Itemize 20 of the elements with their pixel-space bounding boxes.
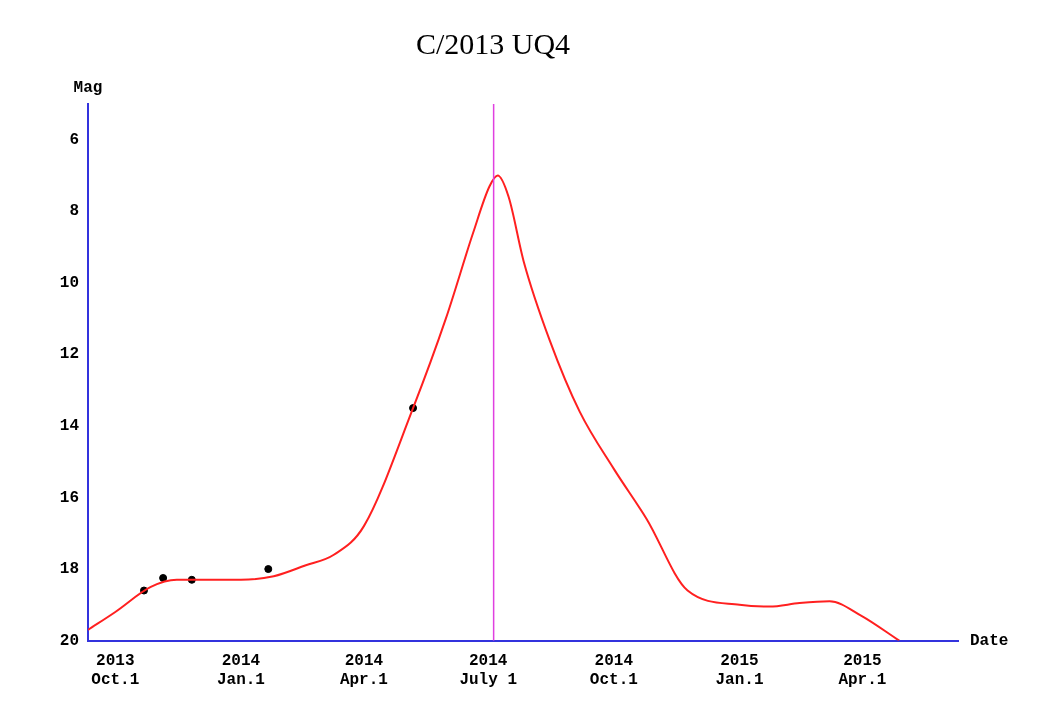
y-tick-label: 18 xyxy=(59,560,79,579)
x-axis-title: Date xyxy=(970,631,1009,650)
x-tick-label: 2014 Jan.1 xyxy=(216,652,265,690)
y-tick-label: 14 xyxy=(59,416,80,435)
x-tick-label: 2014 July 1 xyxy=(459,652,517,690)
x-tick-label: 2014 Apr.1 xyxy=(339,652,388,690)
x-tick-label: 2013 Oct.1 xyxy=(91,652,140,690)
x-tick-label: 2015 Jan.1 xyxy=(715,652,764,690)
y-tick-label: 8 xyxy=(69,202,79,221)
y-tick-label: 10 xyxy=(59,273,79,292)
x-tick-label: 2015 Apr.1 xyxy=(838,652,887,690)
chart-title: C/2013 UQ4 xyxy=(415,26,571,60)
x-tick-label: 2014 Oct.1 xyxy=(589,652,638,690)
point xyxy=(264,565,273,574)
y-tick-label: 12 xyxy=(59,345,79,364)
y-tick-label: 16 xyxy=(59,488,79,507)
y-tick-label: 6 xyxy=(69,130,79,149)
y-axis-title: Mag xyxy=(73,79,103,98)
y-tick-label: 20 xyxy=(59,631,79,650)
line-series xyxy=(88,174,901,641)
